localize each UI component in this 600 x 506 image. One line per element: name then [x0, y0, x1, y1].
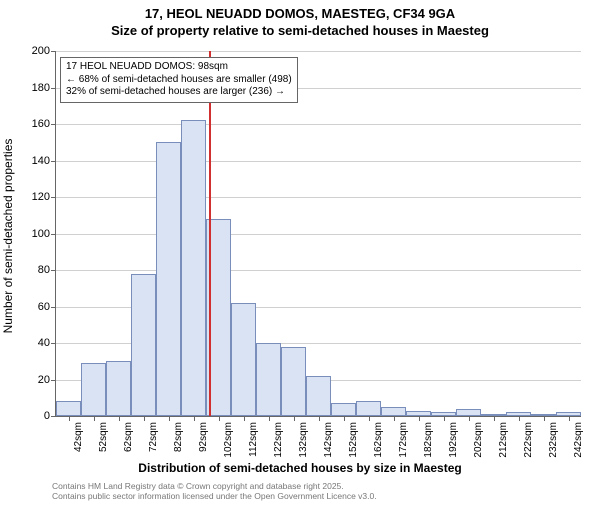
x-tick-mark [544, 416, 545, 421]
footer-attribution: Contains HM Land Registry data © Crown c… [52, 481, 590, 501]
x-tick-mark [519, 416, 520, 421]
x-tick-label: 192sqm [448, 422, 459, 458]
histogram-bar [431, 412, 456, 416]
chart-title-main: 17, HEOL NEUADD DOMOS, MAESTEG, CF34 9GA [0, 6, 600, 21]
annotation-box: 17 HEOL NEUADD DOMOS: 98sqm ← 68% of sem… [60, 57, 298, 103]
y-tick-label: 20 [22, 374, 50, 386]
annotation-line-1: 17 HEOL NEUADD DOMOS: 98sqm [66, 61, 292, 74]
x-tick-label: 222sqm [523, 422, 534, 458]
histogram-bar [81, 363, 106, 416]
y-tick-label: 200 [22, 45, 50, 57]
y-tick-label: 60 [22, 301, 50, 313]
footer-line-1: Contains HM Land Registry data © Crown c… [52, 481, 590, 491]
x-axis-title: Distribution of semi-detached houses by … [0, 461, 600, 475]
footer-line-2: Contains public sector information licen… [52, 491, 590, 501]
x-tick-mark [244, 416, 245, 421]
bars-layer [56, 51, 581, 416]
y-tick-mark [51, 416, 56, 417]
histogram-bar [256, 343, 281, 416]
annotation-line-3: 32% of semi-detached houses are larger (… [66, 86, 292, 99]
x-tick-label: 162sqm [373, 422, 384, 458]
x-tick-label: 182sqm [423, 422, 434, 458]
x-tick-label: 102sqm [223, 422, 234, 458]
histogram-bar [181, 120, 206, 416]
x-tick-mark [119, 416, 120, 421]
plot-area: 020406080100120140160180200 42sqm52sqm62… [55, 51, 581, 417]
x-tick-mark [294, 416, 295, 421]
x-tick-mark [94, 416, 95, 421]
x-tick-label: 212sqm [498, 422, 509, 458]
x-tick-mark [219, 416, 220, 421]
histogram-bar [56, 401, 81, 416]
x-tick-mark [469, 416, 470, 421]
x-tick-label: 42sqm [73, 422, 84, 452]
x-tick-label: 72sqm [148, 422, 159, 452]
x-tick-mark [319, 416, 320, 421]
histogram-bar [231, 303, 256, 416]
y-tick-label: 80 [22, 264, 50, 276]
y-tick-label: 160 [22, 118, 50, 130]
histogram-bar [481, 414, 506, 416]
x-tick-label: 232sqm [548, 422, 559, 458]
histogram-bar [331, 403, 356, 416]
y-axis-title: Number of semi-detached properties [1, 139, 15, 334]
y-tick-label: 120 [22, 191, 50, 203]
histogram-bar [506, 412, 531, 416]
x-tick-label: 202sqm [473, 422, 484, 458]
x-tick-label: 52sqm [98, 422, 109, 452]
chart-container: 17, HEOL NEUADD DOMOS, MAESTEG, CF34 9GA… [0, 6, 600, 506]
x-tick-mark [444, 416, 445, 421]
x-tick-mark [494, 416, 495, 421]
histogram-bar [381, 407, 406, 416]
x-tick-mark [369, 416, 370, 421]
histogram-bar [306, 376, 331, 416]
reference-marker [209, 51, 211, 416]
x-tick-mark [569, 416, 570, 421]
x-tick-mark [169, 416, 170, 421]
x-tick-mark [419, 416, 420, 421]
y-tick-label: 180 [22, 82, 50, 94]
x-tick-label: 112sqm [248, 422, 259, 457]
annotation-line-2: ← 68% of semi-detached houses are smalle… [66, 74, 292, 87]
y-tick-label: 40 [22, 337, 50, 349]
histogram-bar [106, 361, 131, 416]
x-tick-mark [144, 416, 145, 421]
histogram-bar [131, 274, 156, 416]
histogram-bar [281, 347, 306, 416]
x-tick-label: 62sqm [123, 422, 134, 452]
histogram-bar [406, 411, 431, 416]
x-tick-mark [394, 416, 395, 421]
histogram-bar [456, 409, 481, 416]
y-tick-label: 0 [22, 410, 50, 422]
x-tick-label: 142sqm [323, 422, 334, 458]
x-tick-mark [69, 416, 70, 421]
x-tick-mark [344, 416, 345, 421]
y-tick-label: 100 [22, 228, 50, 240]
x-tick-label: 92sqm [198, 422, 209, 452]
histogram-bar [356, 401, 381, 416]
x-tick-label: 122sqm [273, 422, 284, 458]
x-tick-mark [269, 416, 270, 421]
histogram-bar [156, 142, 181, 416]
histogram-bar [556, 412, 581, 416]
x-tick-label: 82sqm [173, 422, 184, 452]
x-tick-label: 242sqm [573, 422, 584, 458]
histogram-bar [531, 414, 556, 416]
x-tick-mark [194, 416, 195, 421]
chart-title-sub: Size of property relative to semi-detach… [0, 23, 600, 38]
y-tick-label: 140 [22, 155, 50, 167]
x-tick-label: 152sqm [348, 422, 359, 458]
x-tick-label: 132sqm [298, 422, 309, 458]
x-tick-label: 172sqm [398, 422, 409, 458]
